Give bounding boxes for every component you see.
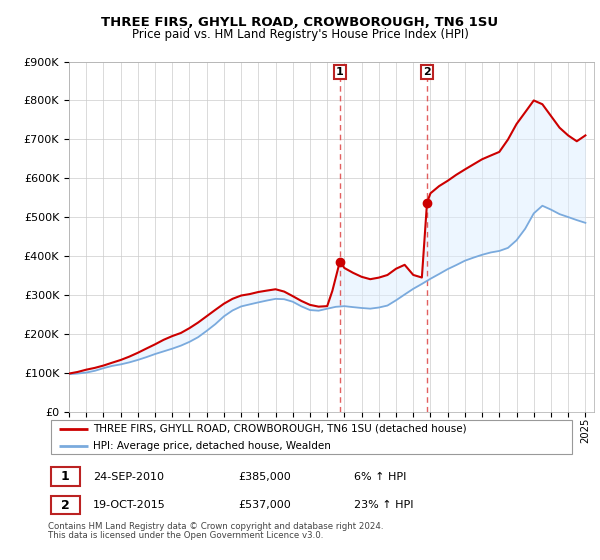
Text: 23% ↑ HPI: 23% ↑ HPI — [354, 500, 414, 510]
Text: THREE FIRS, GHYLL ROAD, CROWBOROUGH, TN6 1SU (detached house): THREE FIRS, GHYLL ROAD, CROWBOROUGH, TN6… — [93, 423, 467, 433]
Text: 24-SEP-2010: 24-SEP-2010 — [93, 472, 164, 482]
Text: £537,000: £537,000 — [238, 500, 291, 510]
Text: 2: 2 — [61, 498, 70, 512]
FancyBboxPatch shape — [50, 496, 80, 515]
Text: 1: 1 — [336, 67, 344, 77]
Text: £385,000: £385,000 — [238, 472, 291, 482]
Text: Price paid vs. HM Land Registry's House Price Index (HPI): Price paid vs. HM Land Registry's House … — [131, 28, 469, 41]
Text: HPI: Average price, detached house, Wealden: HPI: Average price, detached house, Weal… — [93, 441, 331, 451]
FancyBboxPatch shape — [50, 468, 80, 486]
Text: 2: 2 — [423, 67, 431, 77]
Text: Contains HM Land Registry data © Crown copyright and database right 2024.: Contains HM Land Registry data © Crown c… — [48, 522, 383, 531]
Text: THREE FIRS, GHYLL ROAD, CROWBOROUGH, TN6 1SU: THREE FIRS, GHYLL ROAD, CROWBOROUGH, TN6… — [101, 16, 499, 29]
Text: 1: 1 — [61, 470, 70, 483]
Text: This data is licensed under the Open Government Licence v3.0.: This data is licensed under the Open Gov… — [48, 531, 323, 540]
Text: 19-OCT-2015: 19-OCT-2015 — [93, 500, 166, 510]
FancyBboxPatch shape — [50, 420, 572, 455]
Text: 6% ↑ HPI: 6% ↑ HPI — [354, 472, 407, 482]
